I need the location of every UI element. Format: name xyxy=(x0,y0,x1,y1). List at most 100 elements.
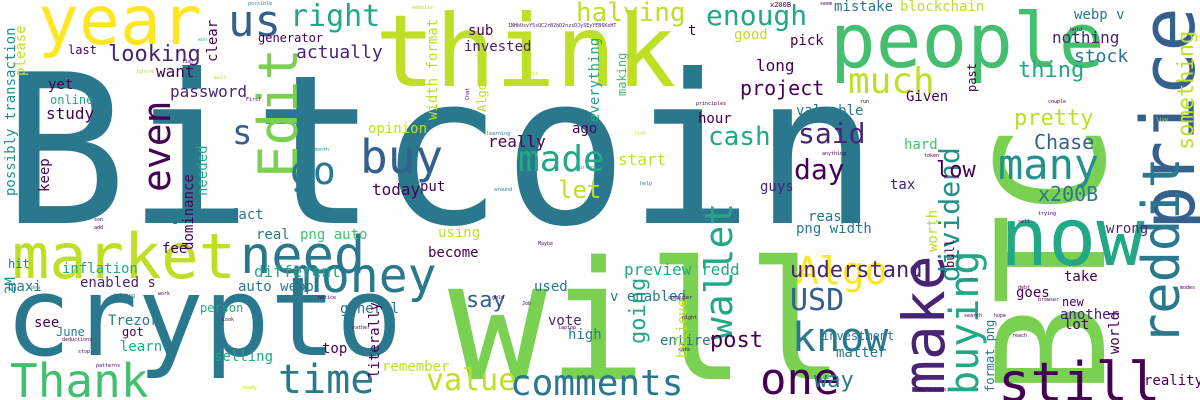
word-actually: actually xyxy=(296,42,383,63)
word-become: become xyxy=(428,245,479,261)
word-good: good xyxy=(734,27,768,43)
word-algorand: Algorand xyxy=(475,54,489,112)
word-right: right xyxy=(290,0,381,34)
word-go: go xyxy=(290,149,336,193)
word-real: real xyxy=(256,227,290,243)
word-generator: generator xyxy=(258,31,324,45)
word-june: June xyxy=(56,325,85,339)
word-night: night xyxy=(682,315,698,321)
word-stop: stop xyxy=(78,349,91,355)
word-said: said xyxy=(798,117,866,150)
word-enabled-s: enabled s xyxy=(80,275,156,291)
word-many: many xyxy=(998,140,1100,189)
word-still: still xyxy=(998,351,1161,400)
word-anything: anything xyxy=(822,151,847,157)
word-inflation: inflation xyxy=(62,261,138,277)
word-hour: hour xyxy=(698,111,732,127)
word-algo: Algo xyxy=(796,249,888,293)
word-buy: buy xyxy=(360,130,444,184)
word-work: work xyxy=(158,291,171,297)
word-sell: sell xyxy=(1018,219,1031,225)
word-stock: stock xyxy=(1074,46,1129,67)
word-mistake: mistake xyxy=(834,0,894,15)
word-last: last xyxy=(68,43,97,57)
word-halving: halving xyxy=(576,0,686,28)
word-looking: looking xyxy=(108,42,201,67)
word-vote: vote xyxy=(548,313,582,329)
word-year: year xyxy=(38,0,202,61)
word-entire: entire xyxy=(660,333,711,349)
word-tax: tax xyxy=(890,177,916,193)
word-usd: USD xyxy=(790,283,845,318)
word-principles: principles xyxy=(696,101,727,107)
word-around: around xyxy=(494,187,513,193)
word-modes: modes xyxy=(1180,285,1196,291)
word-say: say xyxy=(466,288,506,313)
word-month: month xyxy=(314,147,330,153)
word-will: will xyxy=(448,226,846,400)
word-tier: tier xyxy=(182,59,195,65)
word-png-width: png width xyxy=(796,221,872,237)
word-person: person xyxy=(200,301,244,315)
word-clear: clear xyxy=(205,19,221,62)
word-maybe: Maybe xyxy=(538,241,554,247)
word-search: search xyxy=(964,313,983,319)
word-keep: keep xyxy=(37,158,53,192)
word-safe: safe xyxy=(678,347,691,353)
word-guys: guys xyxy=(760,179,794,195)
word-today: today xyxy=(372,180,421,199)
word-let: let xyxy=(558,176,602,204)
word-look: Look xyxy=(222,317,235,323)
word-opinion: opinion xyxy=(368,121,428,137)
word-bull: bull xyxy=(943,239,957,268)
word-now: now xyxy=(1000,191,1145,284)
word-computer: computer xyxy=(668,295,693,301)
word-long: long xyxy=(756,56,795,75)
word-even: even xyxy=(135,100,179,192)
word-deductions: deductions xyxy=(62,337,93,343)
word-cash: cash xyxy=(708,122,771,152)
word-possibly-transaction: possibly transaction xyxy=(3,27,19,196)
word-high: high xyxy=(568,327,602,343)
word-lot: lot xyxy=(1064,317,1090,333)
word-reason: reason xyxy=(808,209,859,225)
word-hit: hit xyxy=(8,257,30,271)
word-people: people xyxy=(830,0,1105,85)
word-trying: trying xyxy=(1038,211,1057,217)
word-notice: notice xyxy=(318,295,337,301)
word-fee: fee xyxy=(162,241,188,257)
word-understand: understand xyxy=(790,258,923,283)
word-got: got xyxy=(122,325,144,339)
word-learning: learning xyxy=(486,131,511,137)
word-investment: investment xyxy=(822,329,895,343)
word-top: top xyxy=(322,341,348,357)
word-different: different xyxy=(254,262,341,281)
word-maxi: maxi xyxy=(8,279,42,295)
word-t: t xyxy=(688,23,697,39)
word-trezor: Trezor xyxy=(108,313,159,329)
word-valuable: valuable xyxy=(796,103,864,119)
word-live: live xyxy=(1156,117,1169,123)
word-width-format: width format xyxy=(425,18,441,120)
word-sub: sub xyxy=(468,23,494,39)
word-chase: Chase xyxy=(1034,130,1095,154)
word-need: need xyxy=(240,226,366,286)
word-hard: hard xyxy=(904,137,938,153)
word-run: run xyxy=(860,99,870,105)
word-made: made xyxy=(518,139,605,180)
word-ago: ago xyxy=(572,121,598,137)
word-using: using xyxy=(438,225,481,241)
word-possible: possible xyxy=(248,1,273,7)
word-put: put xyxy=(420,179,446,195)
word-study: study xyxy=(46,104,95,123)
word-add: add xyxy=(94,225,104,231)
word-online: online xyxy=(50,93,94,107)
word-comments: comments xyxy=(510,363,684,400)
word-goes: goes xyxy=(1016,285,1050,301)
word-auto-webp: auto webp xyxy=(238,279,314,295)
word-general: general xyxy=(340,301,400,317)
word-want: want xyxy=(156,62,195,81)
word-time: time xyxy=(278,357,375,400)
word-preview-redd: preview redd xyxy=(624,260,740,279)
